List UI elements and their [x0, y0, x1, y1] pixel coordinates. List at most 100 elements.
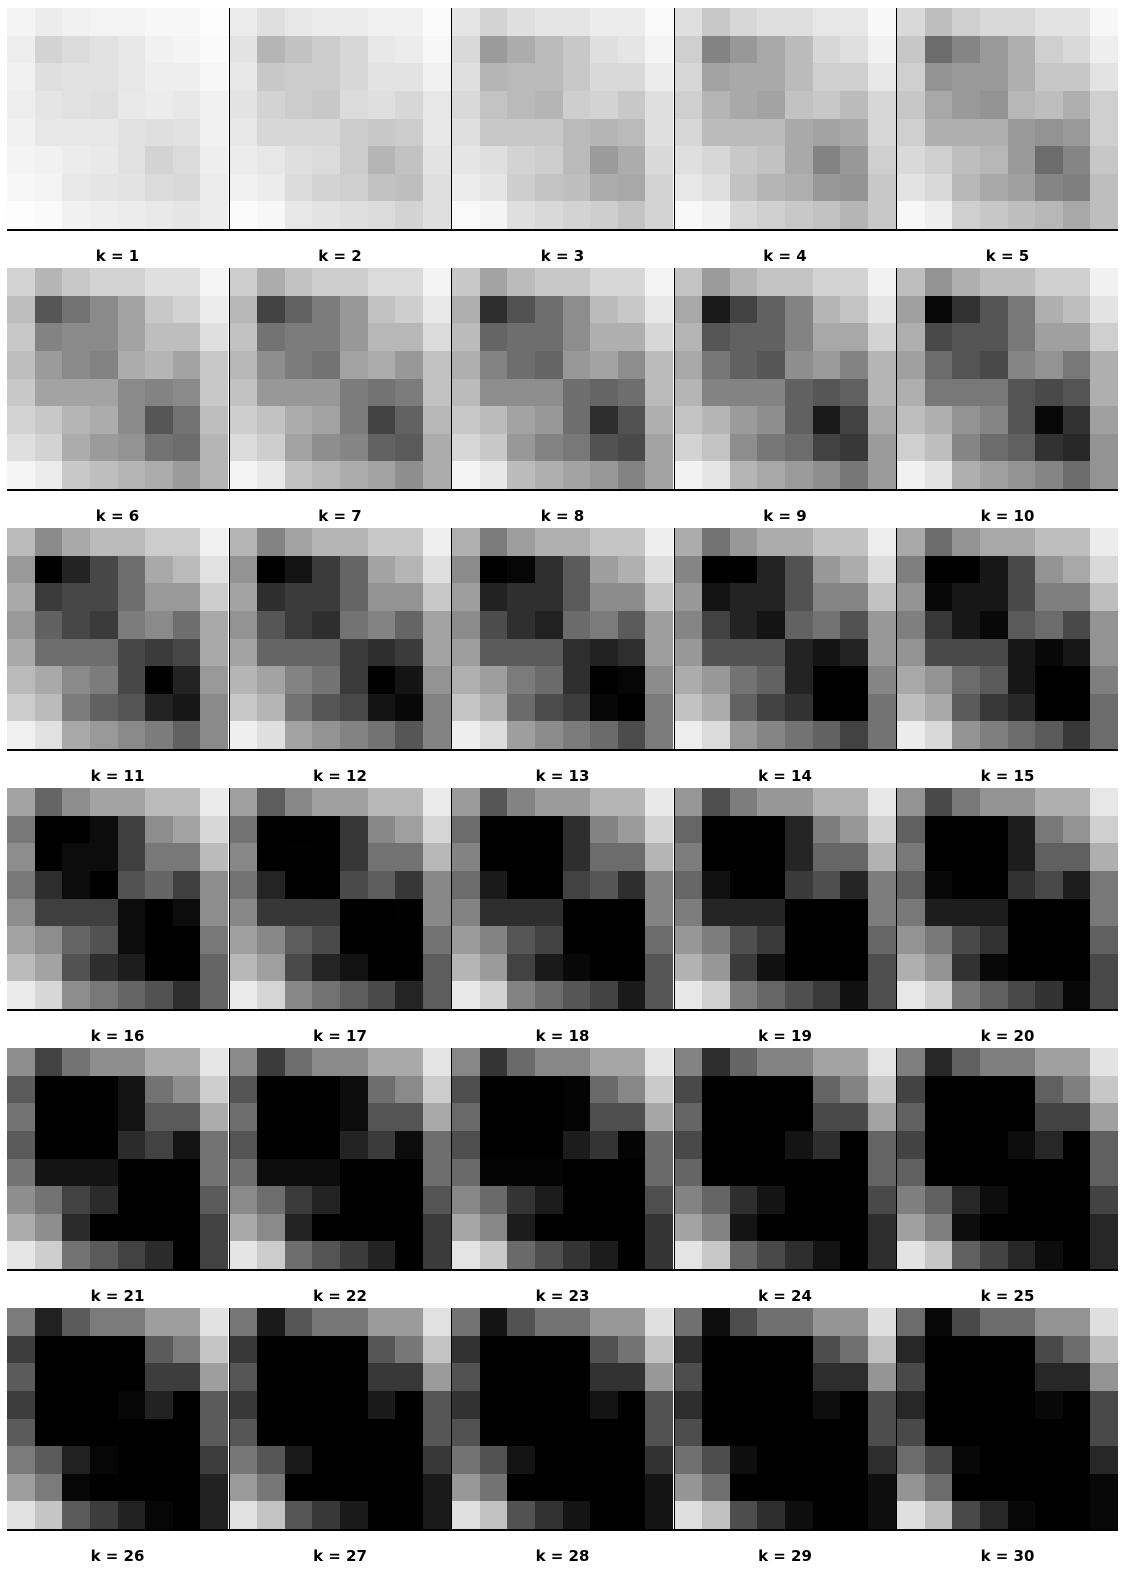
heatmap-cell: [1090, 1048, 1119, 1076]
heatmap-cell: [645, 1158, 674, 1187]
heatmap-cell: [422, 953, 451, 982]
heatmap-cell: [840, 1075, 869, 1104]
heatmap-cell: [979, 173, 1008, 202]
heatmap-cell: [729, 1186, 758, 1215]
heatmap-cell: [674, 926, 703, 955]
heatmap-cell: [1035, 693, 1064, 722]
heatmap-cell: [674, 666, 703, 695]
heatmap-cell: [422, 1103, 451, 1132]
heatmap-cell: [617, 1130, 646, 1159]
heatmap-cell: [562, 981, 591, 1010]
heatmap-cell: [645, 843, 674, 872]
heatmap-cell: [645, 1335, 674, 1364]
heatmap-cell: [534, 146, 563, 175]
heatmap-cell: [257, 610, 286, 639]
heatmap-cell: [897, 461, 925, 490]
heatmap-cell: [702, 870, 731, 899]
heatmap-cell: [145, 1473, 174, 1502]
heatmap-cell: [422, 555, 451, 584]
heatmap-cell: [952, 1103, 981, 1132]
heatmap-cell: [145, 1158, 174, 1187]
heatmap-cell: [34, 378, 63, 407]
heatmap-cell: [1035, 721, 1064, 750]
heatmap-cell: [674, 118, 703, 147]
heatmap-cell: [897, 610, 925, 639]
heatmap-cell: [674, 173, 703, 202]
heatmap-cell: [1062, 926, 1091, 955]
heatmap-cell: [729, 1390, 758, 1419]
heatmap-cell: [422, 1308, 451, 1336]
heatmap-cell: [617, 1075, 646, 1104]
heatmap-cell: [422, 1213, 451, 1242]
heatmap-cell: [617, 981, 646, 1010]
heatmap-cell: [229, 1363, 258, 1392]
heatmap-cell: [172, 63, 201, 92]
heatmap-cell: [172, 295, 201, 324]
heatmap-cell: [1035, 1103, 1064, 1132]
heatmap-cell: [395, 981, 424, 1010]
heatmap-cell: [645, 378, 674, 407]
heatmap-cell: [145, 926, 174, 955]
heatmap-cell: [674, 721, 703, 750]
heatmap-cell: [897, 1103, 925, 1132]
panel-label-k9: k = 9: [763, 507, 807, 525]
heatmap-cell: [229, 268, 258, 296]
heatmap-cell: [897, 1048, 925, 1076]
heatmap-cell: [1090, 35, 1119, 64]
heatmap-cell: [479, 90, 508, 119]
heatmap-cell: [7, 638, 35, 667]
heatmap-cell: [117, 666, 146, 695]
heatmap-cell: [617, 870, 646, 899]
heatmap-cell: [702, 8, 731, 36]
heatmap-cell: [840, 90, 869, 119]
heatmap-cell: [952, 555, 981, 584]
heatmap-cell: [867, 1186, 896, 1215]
heatmap-cell: [562, 1213, 591, 1242]
heatmap-cell: [1062, 981, 1091, 1010]
heatmap-cell: [924, 1186, 953, 1215]
heatmap-cell: [867, 201, 896, 230]
heatmap-cell: [674, 1075, 703, 1104]
heatmap-cell: [840, 8, 869, 36]
heatmap-cell: [34, 1418, 63, 1447]
heatmap-cell: [1007, 666, 1036, 695]
heatmap-cell: [924, 8, 953, 36]
heatmap-cell: [145, 35, 174, 64]
heatmap-cell: [284, 118, 313, 147]
heatmap-cell: [507, 201, 536, 230]
heatmap-cell: [1035, 63, 1064, 92]
heatmap-cell: [1062, 268, 1091, 296]
heatmap-cell: [7, 378, 35, 407]
heatmap-cell: [422, 721, 451, 750]
heatmap-cell: [1007, 1213, 1036, 1242]
heatmap-cell: [284, 1130, 313, 1159]
heatmap-cell: [645, 1390, 674, 1419]
heatmap-cell: [312, 350, 341, 379]
column-separator: [673, 788, 675, 1009]
heatmap-cell: [507, 1473, 536, 1502]
heatmap-cell: [867, 1446, 896, 1475]
heatmap-cell: [924, 610, 953, 639]
heatmap-cell: [617, 173, 646, 202]
heatmap-cell: [145, 433, 174, 462]
heatmap-cell: [452, 1501, 480, 1530]
heatmap-cell: [367, 953, 396, 982]
heatmap-cell: [897, 981, 925, 1010]
heatmap-cell: [452, 981, 480, 1010]
heatmap-cell: [757, 666, 786, 695]
heatmap-cell: [617, 35, 646, 64]
heatmap-cell: [729, 35, 758, 64]
heatmap-cell: [89, 461, 118, 490]
heatmap-cell: [422, 323, 451, 352]
heatmap-cell: [897, 378, 925, 407]
heatmap-cell: [812, 1213, 841, 1242]
heatmap-cell: [367, 843, 396, 872]
heatmap-cell: [924, 1363, 953, 1392]
heatmap-cell: [479, 1241, 508, 1270]
heatmap-cell: [617, 721, 646, 750]
heatmap-cell: [507, 1130, 536, 1159]
heatmap-cell: [395, 63, 424, 92]
heatmap-cell: [422, 1363, 451, 1392]
column-separator: [896, 528, 897, 749]
heatmap-cell: [702, 461, 731, 490]
